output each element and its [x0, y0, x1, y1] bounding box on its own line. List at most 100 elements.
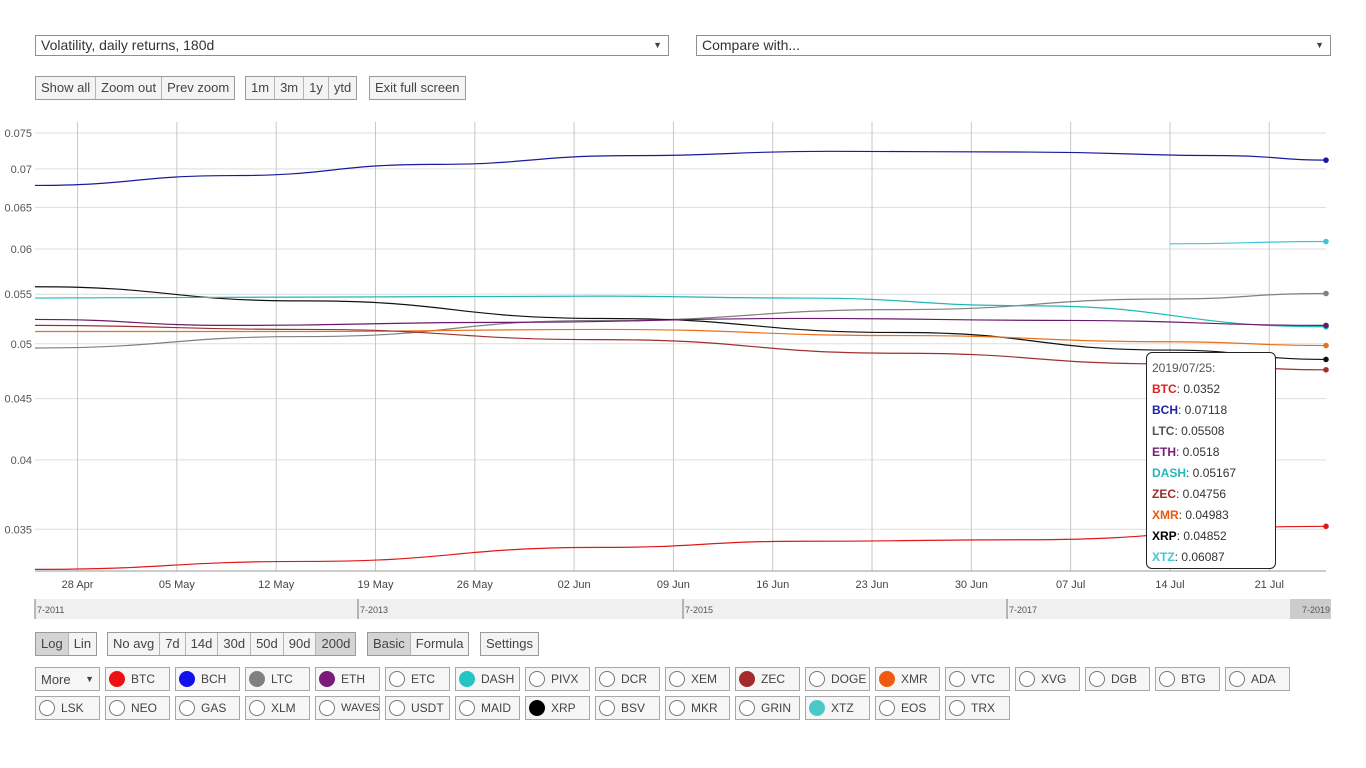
coin-label: DOGE	[831, 672, 867, 686]
coin-toggle-xvg[interactable]: XVG	[1015, 667, 1080, 691]
coin-toggle-ltc[interactable]: LTC	[245, 667, 310, 691]
volatility-chart[interactable]: 0.075 0.07 0.065 0.06 0.055 0.05 0.045 0.04 0.03…	[0, 0, 1366, 625]
formula-mode-button[interactable]: Formula	[410, 633, 469, 655]
tooltip-series-name: ETH	[1152, 445, 1176, 459]
range-ytd-button[interactable]: ytd	[328, 77, 357, 99]
radio-circle-icon	[389, 671, 405, 687]
coin-toggle-xlm[interactable]: XLM	[245, 696, 310, 720]
radio-circle-icon	[1019, 671, 1035, 687]
tooltip-row: DASH: 0.05167	[1152, 463, 1270, 484]
show-all-button[interactable]: Show all	[36, 77, 97, 99]
tooltip-series-value: : 0.04983	[1178, 508, 1229, 522]
coin-toggle-xrp[interactable]: XRP	[525, 696, 590, 720]
radio-circle-icon	[319, 700, 335, 716]
tooltip-series-name: BCH	[1152, 403, 1178, 417]
avg-30d-button[interactable]: 30d	[218, 633, 252, 655]
coin-toggle-vtc[interactable]: VTC	[945, 667, 1010, 691]
tooltip-series-value: : 0.06087	[1174, 550, 1225, 564]
coin-label: XRP	[551, 701, 576, 715]
y-tick-label: 0.075	[4, 128, 32, 140]
avg-50d-button[interactable]: 50d	[251, 633, 284, 655]
coin-toggle-pivx[interactable]: PIVX	[525, 667, 590, 691]
avg-none-button[interactable]: No avg	[108, 633, 161, 655]
coin-toggle-bsv[interactable]: BSV	[595, 696, 660, 720]
range-1m-button[interactable]: 1m	[246, 77, 276, 99]
range-button-group: 1m 3m 1y ytd	[245, 76, 358, 100]
zoom-button-group: Show all Zoom out Prev zoom	[35, 76, 236, 100]
tooltip-series-name: XTZ	[1152, 550, 1175, 564]
coin-toggle-btg[interactable]: BTG	[1155, 667, 1220, 691]
radio-circle-icon	[599, 700, 615, 716]
tooltip-series-name: LTC	[1152, 424, 1175, 438]
coin-label: MKR	[691, 701, 718, 715]
lin-scale-button[interactable]: Lin	[68, 633, 97, 655]
coin-toggle-usdt[interactable]: USDT	[385, 696, 450, 720]
y-tick-label: 0.06	[11, 244, 32, 256]
coin-toggle-dgb[interactable]: DGB	[1085, 667, 1150, 691]
radio-circle-icon	[949, 700, 965, 716]
coin-toggle-xmr[interactable]: XMR	[875, 667, 940, 691]
radio-circle-icon	[739, 700, 755, 716]
x-tick-label: 23 Jun	[856, 579, 889, 591]
x-tick-label: 05 May	[159, 579, 196, 591]
navigator-label: 7-2017	[1009, 605, 1037, 615]
coin-toggle-eth[interactable]: ETH	[315, 667, 380, 691]
coin-label: ETH	[341, 672, 365, 686]
settings-button[interactable]: Settings	[481, 633, 538, 655]
series-line-dash	[34, 295, 1327, 328]
selected-dot-icon	[529, 700, 545, 716]
radio-circle-icon	[529, 671, 545, 687]
coin-toggle-mkr[interactable]: MKR	[665, 696, 730, 720]
coin-label: MAID	[481, 701, 511, 715]
navigator-label: 7-2013	[360, 605, 388, 615]
coin-toggle-xtz[interactable]: XTZ	[805, 696, 870, 720]
coin-label: DCR	[621, 672, 647, 686]
coin-toggle-btc[interactable]: BTC	[105, 667, 170, 691]
radio-circle-icon	[1089, 671, 1105, 687]
basic-mode-button[interactable]: Basic	[368, 633, 411, 655]
coin-toggle-dash[interactable]: DASH	[455, 667, 520, 691]
zoom-out-button[interactable]: Zoom out	[96, 77, 163, 99]
series-end-marker-eth	[1323, 322, 1329, 329]
avg-7d-button[interactable]: 7d	[160, 633, 186, 655]
selected-dot-icon	[459, 671, 475, 687]
avg-200d-button[interactable]: 200d	[316, 633, 356, 655]
coin-toggle-lsk[interactable]: LSK	[35, 696, 100, 720]
coin-label: NEO	[131, 701, 158, 715]
coin-toggle-gas[interactable]: GAS	[175, 696, 240, 720]
coin-toggle-waves[interactable]: WAVES	[315, 696, 380, 720]
coin-toggle-ada[interactable]: ADA	[1225, 667, 1290, 691]
x-tick-label: 16 Jun	[756, 579, 789, 591]
coin-toggle-maid[interactable]: MAID	[455, 696, 520, 720]
more-coins-select[interactable]: More ▼	[35, 667, 100, 691]
coin-toggle-xem[interactable]: XEM	[665, 667, 730, 691]
exit-full-screen-button[interactable]: Exit full screen	[370, 77, 465, 99]
coin-toggle-eos[interactable]: EOS	[875, 696, 940, 720]
tooltip-row: XTZ: 0.06087	[1152, 547, 1270, 568]
range-3m-button[interactable]: 3m	[275, 77, 305, 99]
series-line-xmr	[35, 328, 1327, 347]
avg-90d-button[interactable]: 90d	[283, 633, 317, 655]
tooltip-row: LTC: 0.05508	[1152, 421, 1270, 442]
radio-circle-icon	[669, 700, 685, 716]
tooltip-row: ZEC: 0.04756	[1152, 484, 1270, 505]
coin-toggle-grin[interactable]: GRIN	[735, 696, 800, 720]
coin-toggle-neo[interactable]: NEO	[105, 696, 170, 720]
selected-dot-icon	[809, 700, 825, 716]
compare-select[interactable]: Compare with... ▼	[696, 35, 1331, 56]
range-1y-button[interactable]: 1y	[304, 77, 329, 99]
coin-toggle-dcr[interactable]: DCR	[595, 667, 660, 691]
prev-zoom-button[interactable]: Prev zoom	[162, 77, 235, 99]
log-scale-button[interactable]: Log	[36, 633, 69, 655]
coin-toggle-bch[interactable]: BCH	[175, 667, 240, 691]
coin-toggle-trx[interactable]: TRX	[945, 696, 1010, 720]
radio-circle-icon	[1229, 671, 1245, 687]
series-end-marker-zec	[1323, 367, 1329, 373]
coin-toggle-etc[interactable]: ETC	[385, 667, 450, 691]
avg-14d-button[interactable]: 14d	[185, 633, 219, 655]
coin-label: BSV	[621, 701, 646, 715]
coin-label: EOS	[901, 701, 927, 715]
coin-toggle-zec[interactable]: ZEC	[735, 667, 800, 691]
metric-select[interactable]: Volatility, daily returns, 180d ▼	[35, 35, 669, 56]
coin-toggle-doge[interactable]: DOGE	[805, 667, 870, 691]
